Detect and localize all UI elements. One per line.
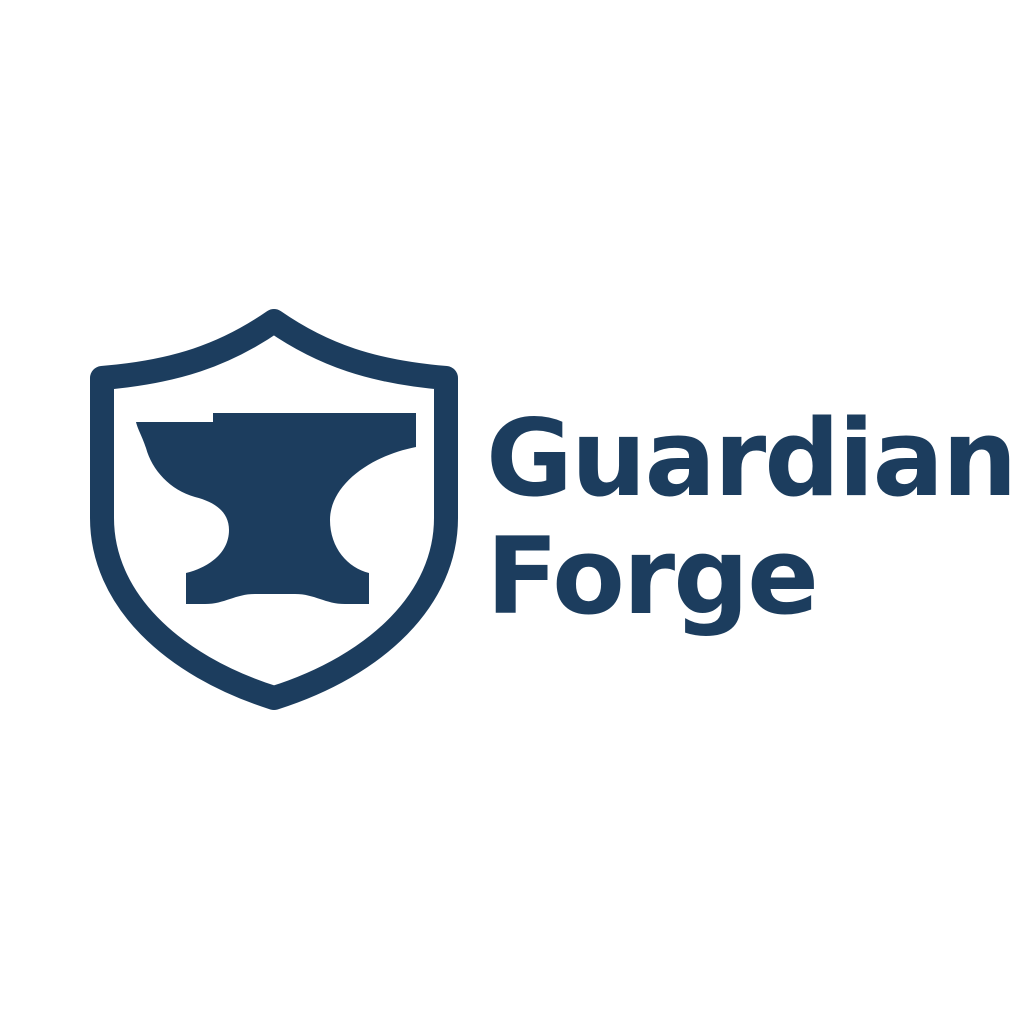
shield-outline xyxy=(90,309,458,710)
wordmark: Guardian Forge xyxy=(486,397,1017,638)
brand-name-line2: Forge xyxy=(486,515,819,638)
brand-name-line1: Guardian xyxy=(486,397,1017,520)
anvil-icon xyxy=(136,413,416,604)
